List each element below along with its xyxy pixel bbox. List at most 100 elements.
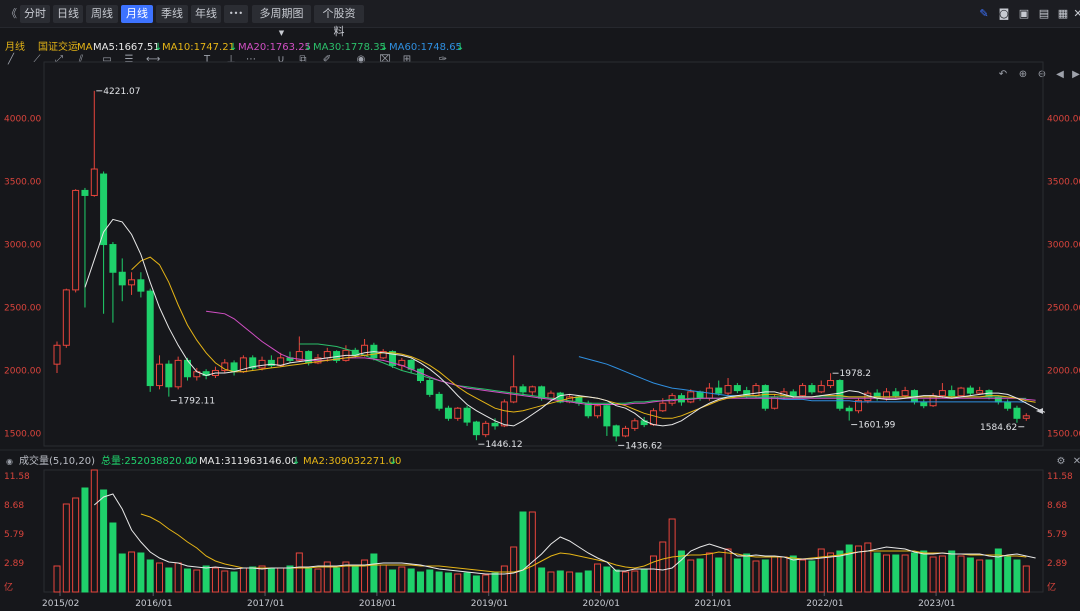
candle-down: [696, 391, 704, 399]
eye-icon[interactable]: ◉: [356, 54, 366, 65]
volume-bar-down: [920, 550, 928, 593]
candle-up: [799, 385, 807, 397]
volume-bar-down: [1004, 556, 1012, 593]
volume-bar-up: [72, 497, 80, 593]
rect-tool-icon[interactable]: ▭: [102, 54, 112, 65]
volume-bar-down: [966, 557, 974, 593]
period-tab-monthly[interactable]: 月线: [121, 5, 153, 23]
x-date-label: 2020/01: [583, 599, 620, 609]
candle-up: [1022, 415, 1030, 419]
volume-bar-up: [855, 545, 863, 593]
volume-bar-down: [407, 568, 415, 593]
delete-icon[interactable]: ⌧: [379, 54, 391, 65]
period-tab-quarterly[interactable]: 季线: [156, 5, 188, 23]
zoom-in-icon[interactable]: ⊕: [1018, 69, 1028, 80]
main-plot-frame: [43, 61, 1044, 447]
volume-bar-up: [929, 556, 937, 593]
more-tools-icon[interactable]: ⋯: [246, 54, 256, 65]
copy-icon[interactable]: ⧉: [299, 54, 307, 65]
volume-bar-down: [612, 569, 620, 593]
volume-total: 总量:252038820.00: [101, 456, 198, 467]
edit-icon[interactable]: ✎: [979, 7, 989, 20]
volume-bar-down: [416, 571, 424, 593]
candle-up: [976, 390, 984, 394]
close-icon[interactable]: ✕: [1073, 7, 1080, 20]
grid-icon[interactable]: ▦: [1057, 7, 1069, 20]
image-icon[interactable]: ▤: [1038, 7, 1050, 20]
line-tool-icon[interactable]: ╱: [7, 54, 15, 65]
fib-tool-icon[interactable]: ☰: [124, 54, 134, 65]
volume-bar-up: [668, 518, 676, 593]
volume-bar-up: [752, 560, 760, 593]
volume-bar-up: [780, 556, 788, 593]
y-tick-right: 3000.00: [1047, 241, 1080, 251]
volume-bar-down: [202, 565, 210, 593]
volume-bar-down: [183, 568, 191, 593]
volume-bar-down: [845, 544, 853, 593]
candle-up: [156, 363, 164, 387]
clipboard-icon[interactable]: ▣: [1018, 7, 1030, 20]
marker-icon[interactable]: ✑: [438, 54, 448, 65]
camera-icon[interactable]: ◙: [998, 7, 1010, 20]
candle-up: [687, 391, 695, 403]
volume-bar-down: [444, 572, 452, 593]
x-date-label: 2021/01: [694, 599, 731, 609]
volume-bar-down: [677, 550, 685, 593]
volume-bar-up: [594, 563, 602, 593]
volume-bar-up: [211, 567, 219, 593]
ray-tool-icon[interactable]: ⤢: [55, 54, 63, 65]
volume-settings-icon[interactable]: ◉: [6, 457, 13, 466]
y-tick-right: 2500.00: [1047, 304, 1080, 314]
volume-close-icon[interactable]: ✕: [1072, 456, 1080, 467]
segment-tool-icon[interactable]: ⟋: [33, 54, 41, 65]
candle-down: [118, 271, 126, 286]
undo-icon[interactable]: ↶: [998, 69, 1008, 80]
zoom-out-icon[interactable]: ⊖: [1037, 69, 1047, 80]
period-tab-yearly[interactable]: 年线: [191, 5, 221, 23]
multi-period-label: 多周期图: [259, 7, 304, 20]
period-tab-intraday[interactable]: 分时: [20, 5, 50, 23]
volume-bar-down: [491, 572, 499, 593]
legend-ma20: MA20:1763.25: [238, 42, 311, 53]
stock-info-button[interactable]: 个股资料: [314, 5, 364, 38]
volume-bar-up: [62, 503, 70, 593]
candle-down: [146, 290, 154, 387]
y-tick-left: 2000.00: [4, 366, 41, 376]
period-tab-weekly[interactable]: 周线: [86, 5, 118, 23]
prev-icon[interactable]: ◀: [1056, 69, 1064, 80]
candle-down: [137, 279, 145, 292]
multi-period-dropdown[interactable]: 多周期图 ▼: [252, 5, 311, 37]
volume-ma2-down-arrow-icon: ↓: [389, 456, 398, 467]
channel-tool-icon[interactable]: ⫽: [78, 54, 84, 65]
volume-bar-down: [109, 522, 117, 593]
candle-up: [855, 400, 863, 412]
volume-ma1-arrow-icon: ↓: [186, 456, 195, 467]
volume-y-tick-right: 11.58: [1047, 472, 1073, 482]
y-tick-left: 3000.00: [4, 241, 41, 251]
volume-bar-up: [827, 552, 835, 593]
volume-settings-gear-icon[interactable]: ⚙: [1056, 456, 1066, 467]
candle-down: [444, 407, 452, 419]
stamp-tool-icon[interactable]: ⊥: [226, 54, 236, 65]
measure-tool-icon[interactable]: ⟷: [146, 54, 161, 65]
brush-icon[interactable]: ✐: [322, 54, 332, 65]
volume-bar-up: [239, 567, 247, 593]
volume-bar-down: [892, 554, 900, 593]
volume-bar-up: [528, 511, 536, 593]
candle-down: [966, 387, 974, 394]
more-periods-button[interactable]: •••: [224, 5, 248, 23]
magnet-icon[interactable]: ∪: [277, 54, 285, 65]
period-tab-daily[interactable]: 日线: [53, 5, 83, 23]
candle-up: [957, 387, 965, 397]
volume-unit-right: 亿: [1047, 581, 1056, 593]
candle-up: [622, 427, 630, 437]
candle-up: [90, 168, 98, 196]
volume-bar-up: [53, 565, 61, 593]
next-icon[interactable]: ▶: [1072, 69, 1080, 80]
layout-icon[interactable]: ⊞: [402, 54, 412, 65]
text-tool-icon[interactable]: T: [203, 54, 211, 65]
collapse-icon[interactable]: 《: [6, 7, 17, 20]
legend-index-name: 国证交运: [38, 42, 78, 53]
volume-bar-down: [985, 559, 993, 593]
